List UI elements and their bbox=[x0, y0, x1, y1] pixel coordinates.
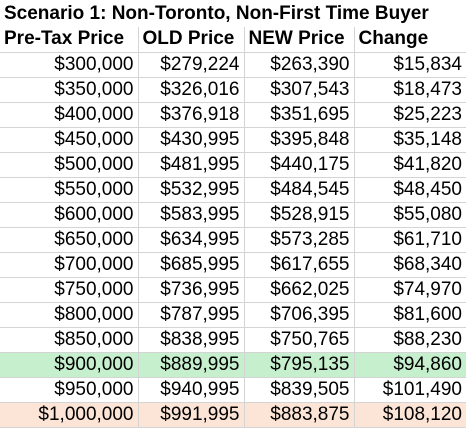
cell-change[interactable]: $108,120 bbox=[353, 401, 466, 428]
cell-old-price[interactable]: $889,995 bbox=[137, 351, 245, 378]
table-row: $600,000 $583,995 $528,915 $55,080 bbox=[0, 201, 466, 228]
cell-pre-tax-price[interactable]: $700,000 bbox=[0, 251, 139, 278]
table-row-highlighted: $1,000,000 $991,995 $883,875 $108,120 bbox=[0, 401, 466, 428]
price-table: Pre-Tax Price OLD Price NEW Price Change… bbox=[0, 27, 466, 428]
cell-change[interactable]: $81,600 bbox=[353, 301, 466, 328]
cell-pre-tax-price[interactable]: $850,000 bbox=[0, 326, 139, 353]
table-row: $950,000 $940,995 $839,505 $101,490 bbox=[0, 376, 466, 403]
cell-pre-tax-price[interactable]: $650,000 bbox=[0, 226, 139, 253]
table-row: $450,000 $430,995 $395,848 $35,148 bbox=[0, 126, 466, 153]
cell-pre-tax-price[interactable]: $350,000 bbox=[0, 76, 139, 103]
cell-change[interactable]: $35,148 bbox=[353, 126, 466, 153]
cell-change[interactable]: $61,710 bbox=[353, 226, 466, 253]
cell-old-price[interactable]: $326,016 bbox=[137, 76, 245, 103]
cell-pre-tax-price[interactable]: $450,000 bbox=[0, 126, 139, 153]
cell-old-price[interactable]: $430,995 bbox=[137, 126, 245, 153]
cell-new-price[interactable]: $351,695 bbox=[243, 101, 355, 128]
cell-change[interactable]: $18,473 bbox=[353, 76, 466, 103]
header-old-price[interactable]: OLD Price bbox=[137, 27, 245, 53]
cell-new-price[interactable]: $883,875 bbox=[243, 401, 355, 428]
header-pre-tax-price[interactable]: Pre-Tax Price bbox=[0, 27, 139, 53]
cell-old-price[interactable]: $736,995 bbox=[137, 276, 245, 303]
cell-new-price[interactable]: $795,135 bbox=[243, 351, 355, 378]
cell-change[interactable]: $48,450 bbox=[353, 176, 466, 203]
cell-pre-tax-price[interactable]: $500,000 bbox=[0, 151, 139, 178]
cell-new-price[interactable]: $263,390 bbox=[243, 51, 355, 78]
cell-new-price[interactable]: $750,765 bbox=[243, 326, 355, 353]
cell-old-price[interactable]: $838,995 bbox=[137, 326, 245, 353]
cell-old-price[interactable]: $532,995 bbox=[137, 176, 245, 203]
cell-new-price[interactable]: $395,848 bbox=[243, 126, 355, 153]
cell-new-price[interactable]: $662,025 bbox=[243, 276, 355, 303]
cell-change[interactable]: $15,834 bbox=[353, 51, 466, 78]
cell-new-price[interactable]: $839,505 bbox=[243, 376, 355, 403]
sheet-title: Scenario 1: Non-Toronto, Non-First Time … bbox=[4, 3, 429, 24]
table-row: $750,000 $736,995 $662,025 $74,970 bbox=[0, 276, 466, 303]
table-row: $300,000 $279,224 $263,390 $15,834 bbox=[0, 51, 466, 78]
cell-pre-tax-price[interactable]: $900,000 bbox=[0, 351, 139, 378]
cell-pre-tax-price[interactable]: $1,000,000 bbox=[0, 401, 139, 428]
cell-change[interactable]: $68,340 bbox=[353, 251, 466, 278]
cell-change[interactable]: $94,860 bbox=[353, 351, 466, 378]
cell-new-price[interactable]: $706,395 bbox=[243, 301, 355, 328]
table-row: $700,000 $685,995 $617,655 $68,340 bbox=[0, 251, 466, 278]
table-row-highlighted: $900,000 $889,995 $795,135 $94,860 bbox=[0, 351, 466, 378]
cell-old-price[interactable]: $940,995 bbox=[137, 376, 245, 403]
cell-change[interactable]: $25,223 bbox=[353, 101, 466, 128]
cell-old-price[interactable]: $279,224 bbox=[137, 51, 245, 78]
cell-pre-tax-price[interactable]: $400,000 bbox=[0, 101, 139, 128]
cell-pre-tax-price[interactable]: $600,000 bbox=[0, 201, 139, 228]
cell-old-price[interactable]: $481,995 bbox=[137, 151, 245, 178]
cell-change[interactable]: $41,820 bbox=[353, 151, 466, 178]
cell-new-price[interactable]: $484,545 bbox=[243, 176, 355, 203]
cell-pre-tax-price[interactable]: $800,000 bbox=[0, 301, 139, 328]
cell-old-price[interactable]: $376,918 bbox=[137, 101, 245, 128]
cell-old-price[interactable]: $685,995 bbox=[137, 251, 245, 278]
cell-pre-tax-price[interactable]: $750,000 bbox=[0, 276, 139, 303]
header-new-price[interactable]: NEW Price bbox=[243, 27, 355, 53]
cell-new-price[interactable]: $573,285 bbox=[243, 226, 355, 253]
cell-change[interactable]: $55,080 bbox=[353, 201, 466, 228]
cell-pre-tax-price[interactable]: $950,000 bbox=[0, 376, 139, 403]
cell-new-price[interactable]: $440,175 bbox=[243, 151, 355, 178]
cell-pre-tax-price[interactable]: $550,000 bbox=[0, 176, 139, 203]
cell-old-price[interactable]: $787,995 bbox=[137, 301, 245, 328]
cell-new-price[interactable]: $617,655 bbox=[243, 251, 355, 278]
table-row: $500,000 $481,995 $440,175 $41,820 bbox=[0, 151, 466, 178]
table-row: $650,000 $634,995 $573,285 $61,710 bbox=[0, 226, 466, 253]
header-row: Pre-Tax Price OLD Price NEW Price Change bbox=[0, 27, 466, 53]
cell-pre-tax-price[interactable]: $300,000 bbox=[0, 51, 139, 78]
header-change[interactable]: Change bbox=[353, 27, 466, 53]
cell-change[interactable]: $101,490 bbox=[353, 376, 466, 403]
table-row: $400,000 $376,918 $351,695 $25,223 bbox=[0, 101, 466, 128]
table-row: $550,000 $532,995 $484,545 $48,450 bbox=[0, 176, 466, 203]
cell-old-price[interactable]: $991,995 bbox=[137, 401, 245, 428]
cell-old-price[interactable]: $583,995 bbox=[137, 201, 245, 228]
cell-change[interactable]: $88,230 bbox=[353, 326, 466, 353]
table-row: $350,000 $326,016 $307,543 $18,473 bbox=[0, 76, 466, 103]
cell-change[interactable]: $74,970 bbox=[353, 276, 466, 303]
cell-old-price[interactable]: $634,995 bbox=[137, 226, 245, 253]
table-row: $850,000 $838,995 $750,765 $88,230 bbox=[0, 326, 466, 353]
cell-new-price[interactable]: $307,543 bbox=[243, 76, 355, 103]
cell-new-price[interactable]: $528,915 bbox=[243, 201, 355, 228]
table-row: $800,000 $787,995 $706,395 $81,600 bbox=[0, 301, 466, 328]
